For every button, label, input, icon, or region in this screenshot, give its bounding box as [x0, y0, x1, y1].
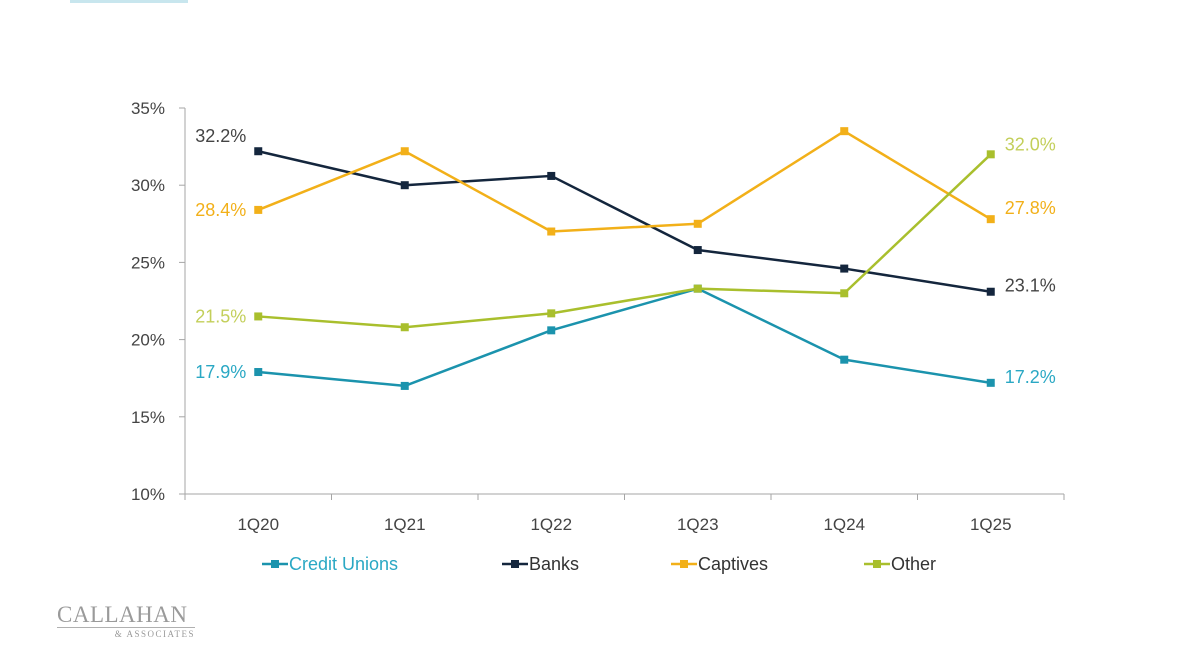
x-tick-label: 1Q25 [970, 515, 1012, 534]
data-point-captives [400, 147, 409, 156]
end-label-captives: 27.8% [1005, 198, 1056, 218]
data-point-captives [840, 127, 849, 136]
end-label-banks: 23.1% [1005, 276, 1056, 296]
legend-label-credit-unions: Credit Unions [289, 554, 398, 574]
data-point-other [693, 284, 702, 293]
end-label-other: 32.0% [1005, 134, 1056, 154]
x-tick-label: 1Q20 [237, 515, 279, 534]
callahan-logo: CALLAHAN & ASSOCIATES [57, 603, 195, 640]
start-label-captives: 28.4% [195, 200, 246, 220]
data-point-credit-unions [547, 326, 556, 335]
data-point-captives [693, 219, 702, 228]
data-point-credit-unions [400, 381, 409, 390]
x-tick-label: 1Q23 [677, 515, 719, 534]
data-point-captives [986, 215, 995, 224]
data-point-other [547, 309, 556, 318]
start-label-credit-unions: 17.9% [195, 362, 246, 382]
legend-label-other: Other [891, 554, 936, 574]
x-tick-label: 1Q24 [823, 515, 865, 534]
legend-marker-captives [680, 560, 688, 568]
y-tick-label: 20% [131, 331, 165, 350]
data-point-other [400, 323, 409, 332]
legend-label-captives: Captives [698, 554, 768, 574]
legend-label-banks: Banks [529, 554, 579, 574]
data-point-banks [547, 171, 556, 180]
start-label-banks: 32.2% [195, 126, 246, 146]
data-point-other [254, 312, 263, 321]
data-point-credit-unions [986, 378, 995, 387]
legend-marker-banks [511, 560, 519, 568]
series-line-banks [257, 150, 991, 293]
data-point-captives [547, 227, 556, 236]
x-tick-label: 1Q22 [530, 515, 572, 534]
y-tick-label: 15% [131, 408, 165, 427]
data-point-credit-unions [840, 355, 849, 364]
chart-legend: Credit Unions Banks Captives Other [262, 554, 936, 574]
data-point-other [986, 150, 995, 159]
series-line-credit-unions [258, 287, 991, 388]
end-label-credit-unions: 17.2% [1005, 367, 1056, 387]
y-tick-label: 25% [131, 253, 165, 272]
data-point-banks [400, 181, 409, 190]
chart-axes: 10% 15% 20% 25% 30% 35% 1Q20 1Q21 1Q22 1Q23 1Q24 1Q… [131, 99, 1065, 534]
start-label-other: 21.5% [195, 306, 246, 326]
data-point-banks [840, 264, 849, 273]
data-point-banks [986, 287, 995, 296]
y-tick-label: 10% [131, 485, 165, 504]
x-tick-label: 1Q21 [384, 515, 426, 534]
data-point-other [840, 289, 849, 298]
data-point-captives [254, 205, 263, 214]
data-point-banks [254, 147, 263, 156]
y-tick-label: 35% [131, 99, 165, 118]
data-point-credit-unions [254, 368, 263, 377]
data-point-banks [693, 246, 702, 255]
logo-sub-text: & ASSOCIATES [57, 627, 195, 640]
chart-series [254, 127, 995, 390]
logo-main-text: CALLAHAN [57, 602, 188, 627]
series-line-captives [257, 129, 992, 233]
data-labels: 17.9% 17.2% 32.2% 23.1% 28.4% 27.8% 21.5% 32.0% [195, 126, 1056, 387]
top-accent-bar [70, 0, 188, 3]
legend-marker-other [873, 560, 881, 568]
series-line-other [258, 153, 992, 329]
legend-marker-credit-unions [271, 560, 279, 568]
y-tick-label: 30% [131, 176, 165, 195]
